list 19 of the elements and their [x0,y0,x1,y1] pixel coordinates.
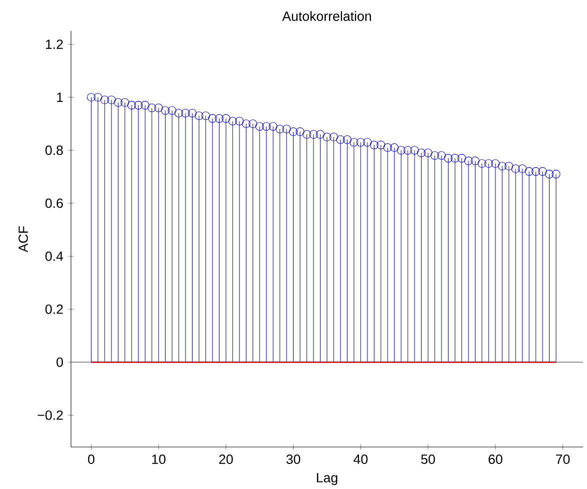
x-tick-label: 40 [354,454,368,464]
y-axis-title: ACF [18,226,28,252]
x-tick-label: 50 [421,454,435,464]
y-tick-label: −0.2 [38,410,63,420]
x-tick-label: 60 [488,454,502,464]
y-tick-label: 0.8 [45,146,63,155]
y-tick-label: 1 [57,92,63,102]
x-tick-label: 20 [219,454,233,464]
y-tick-label: 0 [56,357,63,367]
x-tick-label: 30 [286,454,300,464]
y-tick-label: 0.6 [45,198,63,208]
x-tick-label: 70 [556,454,570,464]
chart-title: Autokorrelation [282,11,371,21]
y-tick-label: 1.2 [46,40,63,49]
y-tick-label: 0.4 [45,252,64,261]
x-tick-label: 0 [88,454,94,464]
x-tick-label: 10 [152,454,166,464]
x-axis-title: Lag [316,473,338,486]
y-tick-label: 0.2 [45,304,63,314]
